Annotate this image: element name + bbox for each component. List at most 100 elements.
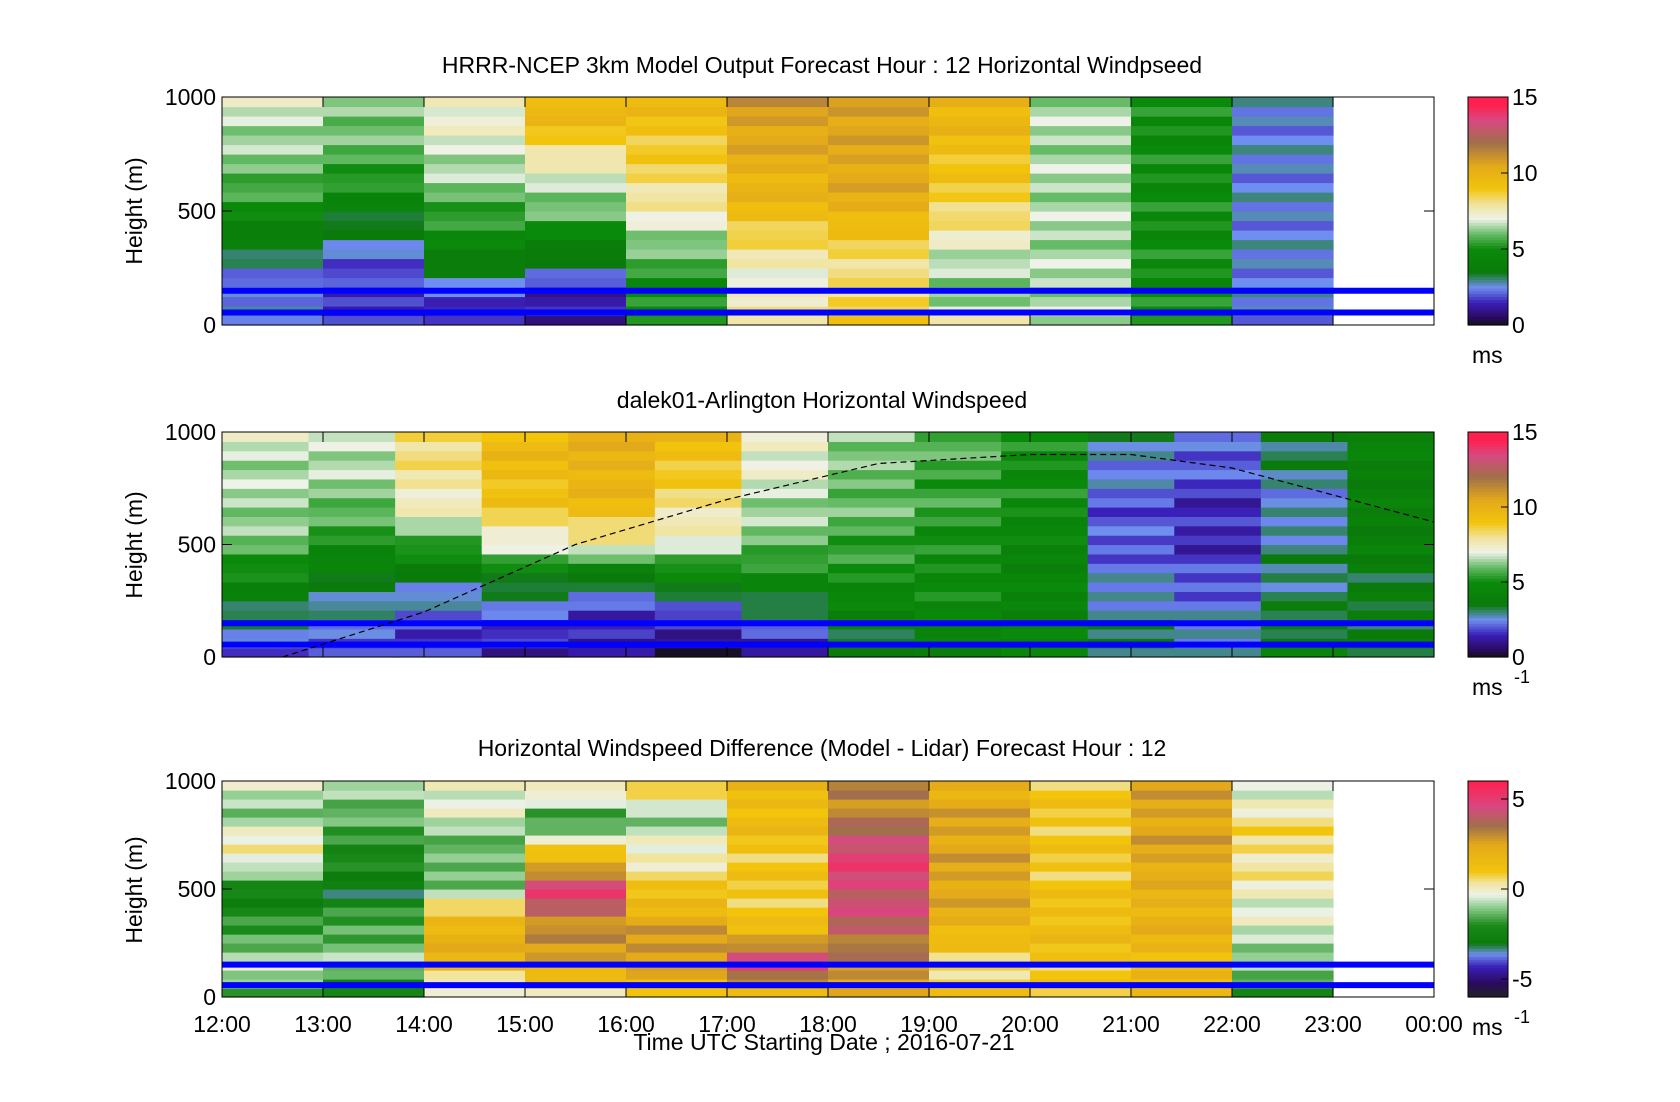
heatmap-cell [395,450,483,461]
heatmap-cell [727,154,829,165]
heatmap-cell [1001,591,1089,602]
y-tick-label: 0 [203,984,216,1010]
heatmap-cell [727,192,829,203]
heatmap-cell [727,943,829,953]
heatmap-cell [222,880,324,890]
heatmap-cell [1232,844,1334,854]
heatmap-cell [395,507,483,517]
heatmap-cell [1347,450,1435,461]
heatmap-cell [308,563,396,574]
colorbar-swatch [1468,586,1508,591]
heatmap-cell [525,239,627,250]
colorbar-swatch [1468,845,1508,850]
y-axis-label: Height (m) [121,491,147,598]
heatmap-cell [727,230,829,241]
heatmap-cell [1001,553,1089,564]
heatmap-cell [525,315,627,326]
heatmap-cell [1131,934,1233,944]
heatmap-cell [1001,572,1089,583]
colorbar-swatch [1468,837,1508,841]
colorbar-swatch [1468,843,1508,847]
heatmap-cell [828,781,930,791]
heatmap-cell [626,211,728,222]
heatmap-cell [1001,488,1089,499]
heatmap-cell [1131,173,1233,184]
colorbar-swatch [1468,648,1508,652]
y-tick-label: 0 [203,644,216,670]
heatmap-cell [626,135,728,146]
heatmap-cell [727,268,829,279]
heatmap-cell [1087,544,1175,555]
heatmap-cell [481,488,569,499]
heatmap-cell [741,544,829,555]
colorbar-unit-exponent: -1 [1514,1007,1530,1027]
heatmap-cell [1260,563,1349,574]
heatmap-cell [1131,907,1233,917]
heatmap-cell [929,943,1031,953]
heatmap-cell [828,563,916,574]
heatmap-cell [424,277,526,288]
heatmap-cell [1232,835,1334,845]
colorbar-swatch [1468,468,1508,472]
heatmap-cell [1131,898,1233,908]
heatmap-cell [323,799,425,809]
colorbar-tick-label: 5 [1512,236,1525,262]
heatmap-cell [222,239,324,250]
colorbar-swatch [1468,564,1508,568]
heatmap-cell [929,898,1031,908]
heatmap-cell [323,182,425,193]
heatmap-cell [914,544,1002,555]
heatmap-cell [308,432,396,442]
heatmap-cell [323,916,425,926]
heatmap-cell [323,268,425,279]
heatmap-cell [1131,268,1233,279]
heatmap-cell [323,220,425,231]
heatmap-cell [727,144,829,155]
heatmap-cell [1030,201,1132,212]
heatmap-cell [727,952,829,962]
heatmap-cell [929,817,1031,827]
heatmap-cell [1087,460,1175,471]
heatmap-cell [222,572,310,583]
heatmap-cell [424,844,526,854]
heatmap-cell [1347,432,1435,442]
heatmap-cell [222,469,310,480]
heatmap-cell [481,478,569,489]
heatmap-cell [828,182,930,193]
heatmap-cell [1347,544,1435,555]
heatmap-cell [1030,988,1132,998]
x-tick-label: 16:00 [597,1011,655,1037]
heatmap-cell [929,135,1031,146]
heatmap-cell [727,106,829,117]
heatmap-cell [727,889,829,899]
x-tick-label: 22:00 [1203,1011,1261,1037]
x-tick-label: 18:00 [799,1011,857,1037]
colorbar-swatch [1468,899,1508,904]
colorbar-swatch [1468,211,1508,215]
heatmap-cell [654,582,743,592]
heatmap-cell [222,853,324,863]
panel-windspeed-difference: Horizontal Windspeed Difference (Model -… [121,735,1532,1040]
heatmap-cell [568,488,656,499]
heatmap-cell [323,817,425,827]
colorbar-unit-exponent: -1 [1514,667,1530,687]
colorbar-swatch [1468,156,1508,161]
heatmap-cell [308,497,396,508]
heatmap-cell [395,478,483,489]
heatmap-cell [1001,507,1089,517]
y-tick-label: 1000 [165,419,216,445]
colorbar-swatch [1468,182,1508,186]
colorbar-swatch [1468,651,1508,655]
heatmap-cell [727,220,829,231]
heatmap-cell [1131,277,1233,288]
colorbar-swatch [1468,479,1508,484]
heatmap-cell [929,781,1031,791]
colorbar-swatch [1468,889,1508,893]
heatmap-cell [323,106,425,117]
heatmap-cell [525,154,627,165]
heatmap-cell [222,125,324,136]
colorbar-swatch [1468,437,1508,442]
heatmap-cell [1174,544,1262,555]
colorbar-swatch [1468,620,1508,624]
heatmap-cell [914,478,1002,489]
